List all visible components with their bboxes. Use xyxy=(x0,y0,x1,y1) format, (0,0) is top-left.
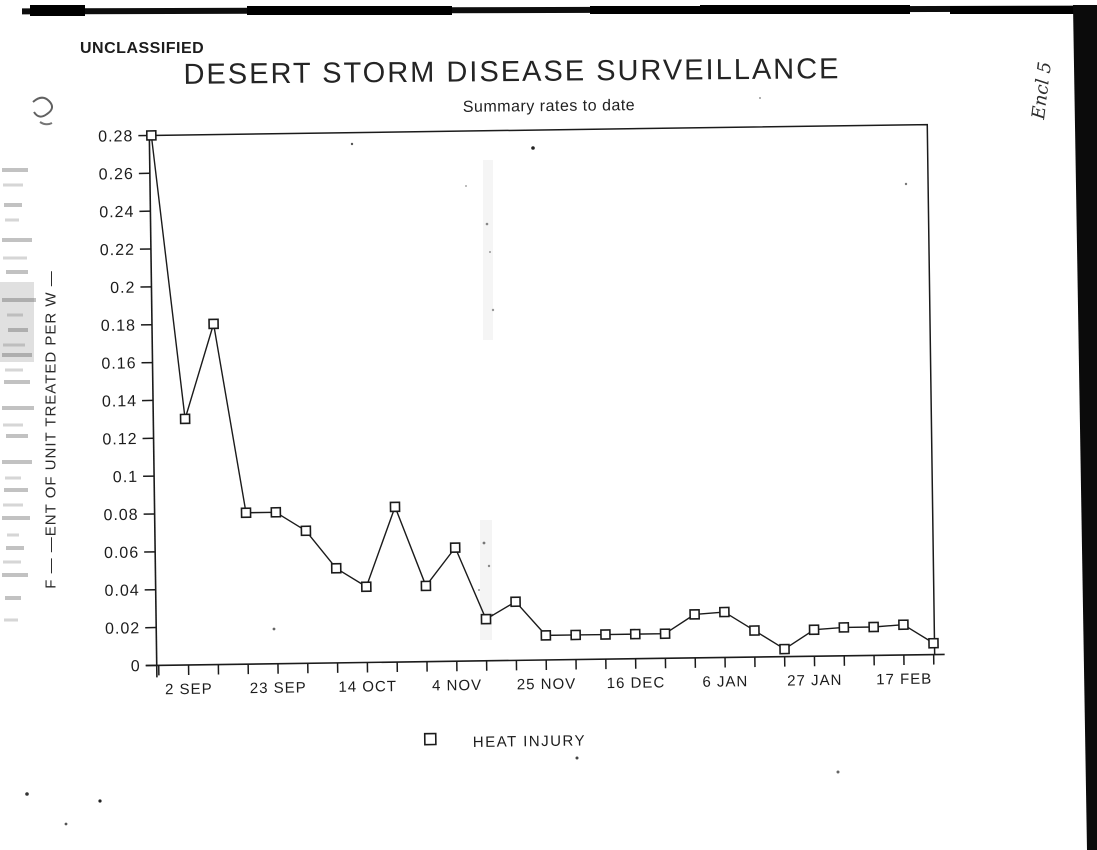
plot-area: 0.28 0.26 0.24 0.22 0.2 0.18 0.16 0.14 0.12 0.1 0.… xyxy=(98,123,945,751)
scan-noise-specks xyxy=(25,97,908,826)
x-tick-label: 27 JAN xyxy=(787,672,842,690)
data-point-marker xyxy=(480,613,492,625)
y-tick-label: 0.28 xyxy=(98,128,133,145)
y-tick-label: 0.08 xyxy=(103,507,138,524)
scan-noise xyxy=(0,96,908,826)
x-tick-label: 14 OCT xyxy=(338,678,397,696)
data-point-marker xyxy=(449,542,461,554)
chart-subtitle: Summary rates to date xyxy=(462,97,636,116)
chart-title: DESERT STORM DISEASE SURVEILLANCE xyxy=(183,53,841,91)
data-point-marker xyxy=(659,628,671,640)
data-point-marker xyxy=(838,622,850,633)
y-tick-label: 0.02 xyxy=(105,620,140,637)
scan-edge-top-blob xyxy=(30,5,85,16)
y-tick-label: 0.2 xyxy=(110,280,135,297)
data-point-marker xyxy=(208,318,219,330)
scan-edge-top-band xyxy=(21,5,1076,15)
data-point-marker xyxy=(240,507,252,519)
scan-edge-top xyxy=(21,5,1097,16)
x-tick-label: 17 FEB xyxy=(876,671,932,689)
scan-edge-right xyxy=(1073,5,1097,850)
data-point-marker xyxy=(779,643,790,655)
scan-edge-top-blob xyxy=(700,5,910,14)
scan-noise-scribble xyxy=(39,121,53,126)
legend-label: HEAT INJURY xyxy=(473,732,586,751)
series-line xyxy=(150,135,934,650)
x-tick-label: 16 DEC xyxy=(607,674,666,692)
y-tick-label: 0.14 xyxy=(102,393,137,410)
scan-noise-scribble xyxy=(32,96,53,118)
x-tick-label: 25 NOV xyxy=(517,676,577,694)
x-tick-label: 23 SEP xyxy=(250,679,307,697)
data-point-marker xyxy=(389,501,401,513)
plot-border xyxy=(149,123,936,655)
x-tick-label: 6 JAN xyxy=(702,673,748,691)
data-point-marker xyxy=(179,413,191,425)
x-tick-label: 2 SEP xyxy=(165,681,213,699)
data-point-marker xyxy=(719,606,730,618)
y-tick-label: 0 xyxy=(131,658,141,675)
data-point-marker xyxy=(510,596,521,608)
data-point-marker xyxy=(898,619,909,631)
scan-edge-top-blob xyxy=(590,6,710,14)
data-point-marker xyxy=(420,580,432,592)
y-tick-label: 0.18 xyxy=(101,317,136,334)
scan-noise-smudge xyxy=(0,282,34,362)
data-point-marker xyxy=(689,608,700,620)
scan-noise-streaks xyxy=(2,168,36,600)
data-point-marker xyxy=(629,628,641,640)
scan-noise-streaks xyxy=(3,183,27,622)
data-point-marker xyxy=(570,629,582,641)
scan-edge-top-blob xyxy=(950,6,1097,14)
data-point-marker xyxy=(270,506,282,518)
data-point-marker xyxy=(360,581,372,593)
y-axis-line xyxy=(148,130,158,678)
data-point-marker xyxy=(749,625,760,636)
y-tick-label: 0.1 xyxy=(113,469,138,486)
scan-edge-top-blob xyxy=(247,6,452,15)
data-point-marker xyxy=(145,130,157,141)
y-axis-title: F — —ENT OF UNIT TREATED PER W — xyxy=(42,270,60,589)
data-point-marker xyxy=(808,624,820,636)
data-point-marker xyxy=(540,629,552,641)
y-tick-label: 0.24 xyxy=(99,204,134,221)
legend-marker xyxy=(423,732,437,746)
data-point-marker xyxy=(300,525,312,537)
y-tick-label: 0.04 xyxy=(104,582,139,599)
scan-noise-streak-vertical xyxy=(480,520,492,640)
y-tick-label: 0.12 xyxy=(102,431,137,448)
data-point-marker xyxy=(868,621,880,633)
y-tick-label: 0.26 xyxy=(99,166,134,183)
data-point-marker xyxy=(600,629,611,640)
y-tick-label: 0.22 xyxy=(100,242,135,259)
y-tick-label: 0.06 xyxy=(104,545,139,562)
data-point-marker xyxy=(928,637,939,649)
x-axis-line xyxy=(145,653,945,667)
scan-noise-streak-vertical xyxy=(483,160,493,340)
y-tick-label: 0.16 xyxy=(101,355,136,372)
data-point-marker xyxy=(330,562,342,574)
x-tick-label: 4 NOV xyxy=(432,677,482,695)
classification-banner: UNCLASSIFIED xyxy=(80,40,205,57)
